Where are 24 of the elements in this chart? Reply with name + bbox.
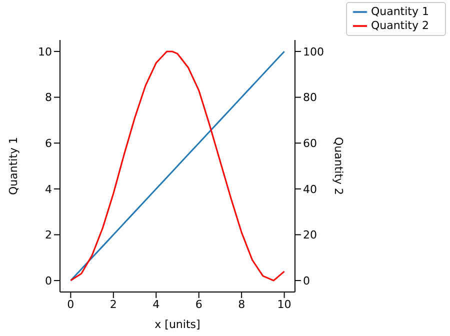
y2-tick-label: 40 [302, 182, 317, 196]
line-series [70, 50, 286, 282]
x-tick-label: 2 [110, 298, 117, 311]
y-axis-title: Quantity 1 [6, 136, 20, 196]
y2-tick-label: 20 [302, 228, 317, 242]
legend-label: Quantity 2 [370, 19, 429, 32]
y2-tick-label: 60 [302, 136, 317, 150]
x-tick-label: 0 [67, 298, 74, 311]
x-tick-label: 6 [195, 298, 202, 311]
y-tick-label: 10 [38, 45, 52, 58]
y2-tick-label: 0 [302, 274, 310, 288]
x-tick-label: 4 [152, 298, 160, 311]
x-tick-label: 10 [277, 298, 292, 311]
x-axis-title: x [units] [154, 318, 200, 331]
y-tick-label: 2 [45, 228, 52, 242]
x-tick-label: 8 [238, 298, 246, 311]
y2-tick-label: 100 [302, 45, 324, 58]
y2-axis-title: Quantity 2 [332, 136, 346, 196]
y-tick-label: 8 [45, 91, 52, 104]
y2-tick-label: 80 [302, 91, 317, 104]
y-tick-label: 0 [45, 274, 52, 288]
y-tick-label: 4 [45, 182, 52, 196]
y-tick-label: 6 [45, 136, 52, 150]
legend-label: Quantity 1 [370, 5, 429, 18]
